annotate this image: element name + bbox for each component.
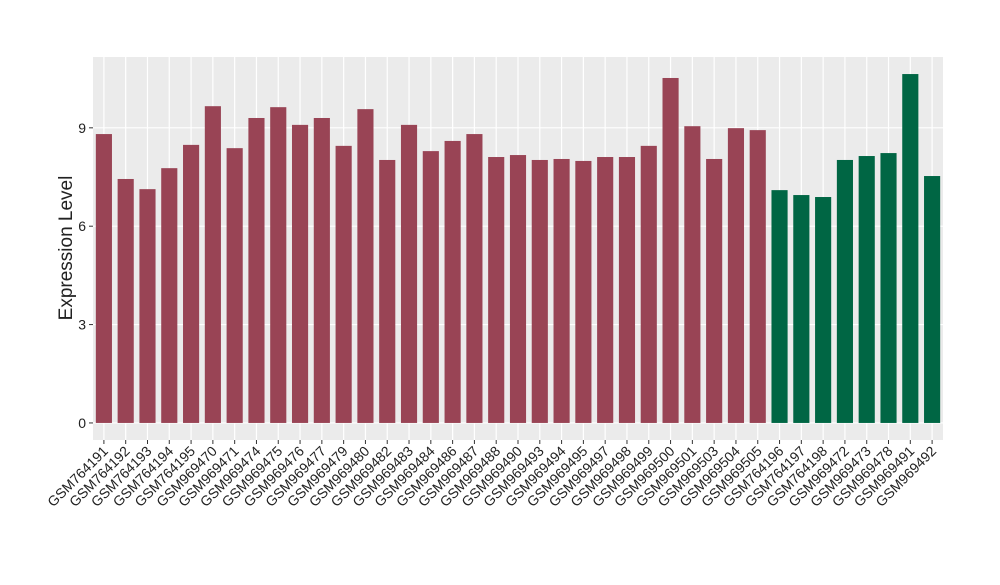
bar xyxy=(139,189,156,423)
bar xyxy=(836,159,853,423)
bar xyxy=(204,106,221,423)
bar xyxy=(640,145,657,423)
bar xyxy=(226,148,243,423)
bar xyxy=(444,140,461,423)
bar xyxy=(335,145,352,423)
bar xyxy=(880,153,897,423)
bar xyxy=(771,190,788,423)
y-tick-label: 0 xyxy=(78,415,86,431)
bar xyxy=(902,74,919,423)
y-tick-label: 3 xyxy=(78,317,86,333)
bar xyxy=(553,158,570,423)
bar xyxy=(618,157,636,423)
y-axis-label: Expression Level xyxy=(56,176,77,321)
bar xyxy=(815,197,832,423)
bar xyxy=(749,130,766,423)
bar xyxy=(357,109,374,423)
bar xyxy=(291,124,309,423)
bar xyxy=(313,117,330,423)
bar xyxy=(531,159,548,423)
bar xyxy=(924,176,941,423)
bar xyxy=(183,144,200,423)
bar xyxy=(858,156,875,423)
bar xyxy=(400,124,418,423)
bar xyxy=(727,128,745,423)
bar xyxy=(422,151,439,423)
bar xyxy=(793,195,810,423)
y-tick-label: 6 xyxy=(78,218,86,234)
bar xyxy=(597,157,614,423)
y-tick-label: 9 xyxy=(78,120,86,136)
bar xyxy=(509,155,527,423)
bar xyxy=(379,159,396,423)
bar xyxy=(117,178,134,423)
bar xyxy=(248,117,265,423)
bar xyxy=(575,160,592,423)
bar xyxy=(270,107,287,423)
bar xyxy=(662,77,679,423)
bar xyxy=(684,126,701,423)
bar xyxy=(488,157,505,423)
bar xyxy=(95,134,112,423)
bar xyxy=(161,168,178,423)
bar xyxy=(706,158,723,423)
bar xyxy=(466,134,483,423)
